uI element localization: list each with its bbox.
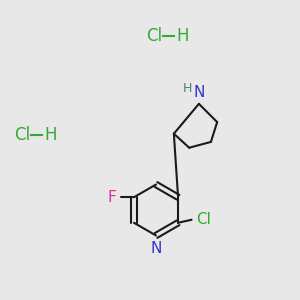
Text: N: N — [150, 241, 162, 256]
Text: N: N — [193, 85, 205, 100]
Text: Cl: Cl — [146, 27, 162, 45]
Text: Cl: Cl — [196, 212, 211, 227]
Text: H: H — [176, 27, 189, 45]
Text: Cl: Cl — [14, 126, 30, 144]
Text: H: H — [183, 82, 192, 95]
Text: H: H — [44, 126, 57, 144]
Text: F: F — [107, 190, 116, 205]
